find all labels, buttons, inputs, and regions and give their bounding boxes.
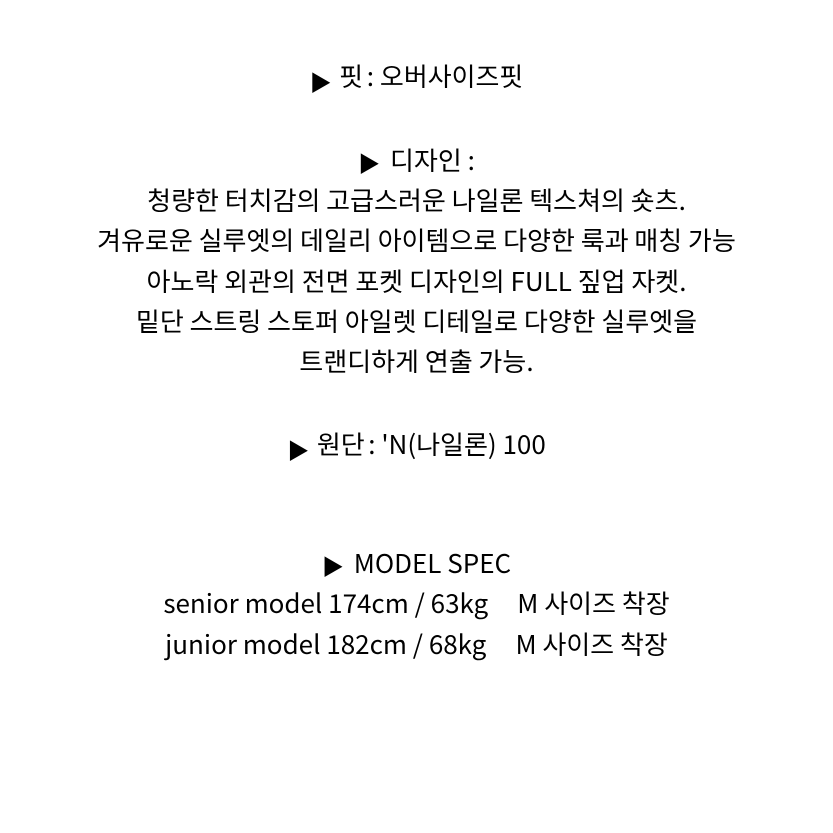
junior-model-height: 182cm xyxy=(326,625,407,662)
colon-separator: : xyxy=(468,141,475,178)
fabric-value: 'N(나일론) 100 xyxy=(381,425,545,462)
slash-separator: / xyxy=(415,584,431,621)
triangle-right-icon: ▶ xyxy=(358,146,380,180)
design-line-1: 청량한 터치감의 고급스러운 나일론 텍스쳐의 숏츠. xyxy=(97,180,736,220)
model-spec-heading: MODEL SPEC xyxy=(354,544,511,581)
colon-separator: : xyxy=(368,425,381,462)
design-line-4: 밑단 스트링 스토퍼 아일렛 디테일로 다양한 실루엣을 xyxy=(97,301,736,341)
spacer xyxy=(492,625,509,662)
junior-model-line: junior model 182cm / 68kg M 사이즈 착장 xyxy=(163,624,669,664)
junior-model-weight: 68kg xyxy=(429,625,487,662)
design-label: 디자인 xyxy=(390,141,462,178)
triangle-right-icon: ▶ xyxy=(322,549,344,583)
design-section: ▶ 디자인 : 청량한 터치감의 고급스러운 나일론 텍스쳐의 숏츠. 겨유로운… xyxy=(97,140,736,382)
design-heading-line: ▶ 디자인 : xyxy=(97,140,736,180)
senior-model-line: senior model 174cm / 63kg M 사이즈 착장 xyxy=(163,583,669,623)
senior-model-height: 174cm xyxy=(328,584,409,621)
fit-label: 핏 xyxy=(339,57,363,94)
model-spec-heading-line: ▶ MODEL SPEC xyxy=(163,543,669,583)
colon-separator: : xyxy=(367,57,380,94)
spacer xyxy=(494,584,511,621)
junior-model-label: junior model xyxy=(165,625,320,662)
design-line-2: 겨유로운 실루엣의 데일리 아이템으로 다양한 룩과 매칭 가능 xyxy=(97,220,736,260)
model-spec-section: ▶ MODEL SPEC senior model 174cm / 63kg M… xyxy=(163,543,669,664)
design-line-5: 트랜디하게 연출 가능. xyxy=(97,341,736,381)
fabric-section: ▶ 원단 : 'N(나일론) 100 xyxy=(287,423,546,466)
junior-model-size: M 사이즈 착장 xyxy=(515,625,667,662)
senior-model-size: M 사이즈 착장 xyxy=(517,584,669,621)
fabric-label: 원단 xyxy=(317,425,365,462)
fit-value: 오버사이즈핏 xyxy=(380,57,524,94)
fit-section: ▶ 핏 : 오버사이즈핏 xyxy=(310,55,524,98)
senior-model-weight: 63kg xyxy=(431,584,489,621)
design-line-3: 아노락 외관의 전면 포켓 디자인의 FULL 짚업 자켓. xyxy=(97,261,736,301)
slash-separator: / xyxy=(413,625,429,662)
senior-model-label: senior model xyxy=(163,584,322,621)
triangle-right-icon: ▶ xyxy=(310,66,332,98)
triangle-right-icon: ▶ xyxy=(287,434,309,466)
